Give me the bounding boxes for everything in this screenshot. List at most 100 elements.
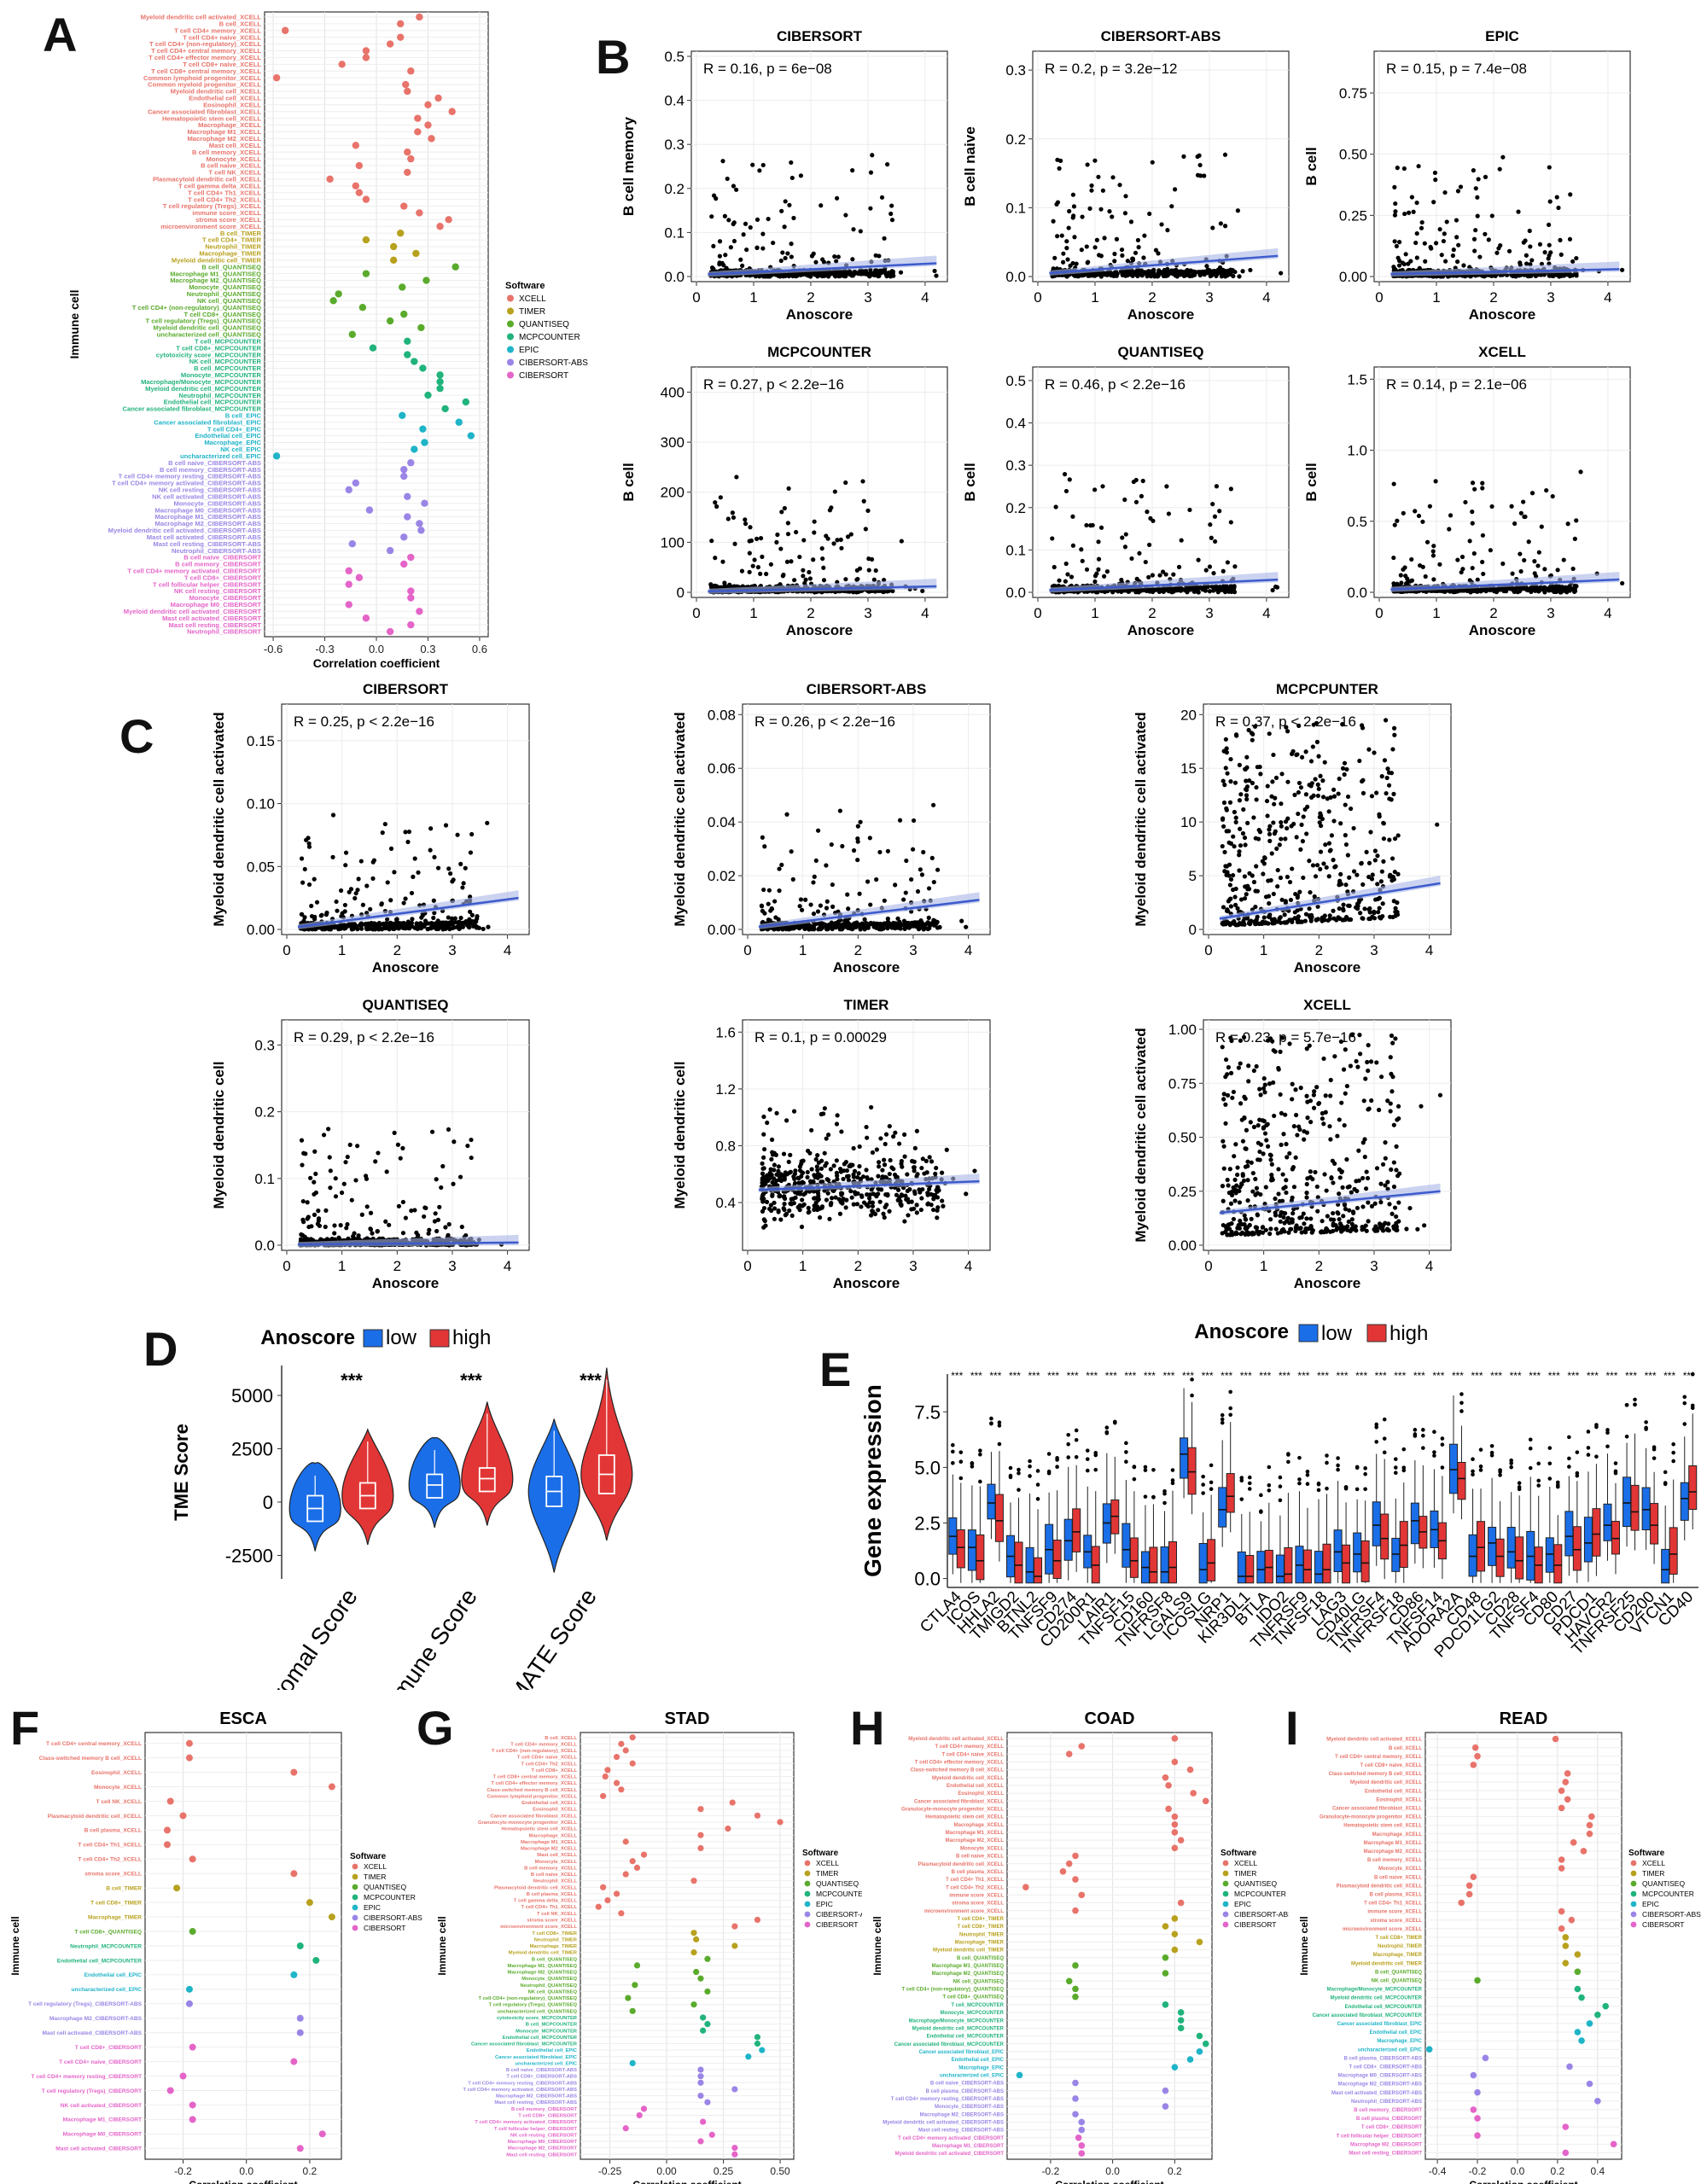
data-point (1475, 195, 1480, 200)
data-point (1342, 760, 1348, 766)
row-label: T cell_MCPCOUNTER (195, 337, 262, 345)
data-point (1471, 236, 1477, 242)
correlation-point (397, 33, 405, 41)
data-point (1329, 833, 1334, 838)
y-tick-label: 0.04 (708, 814, 736, 830)
data-point (1472, 248, 1477, 253)
data-point (1267, 900, 1272, 906)
data-point (931, 879, 936, 885)
data-point (460, 885, 465, 890)
row-label: Endothelial cell_MCPCOUNTER (164, 399, 262, 406)
data-point (1123, 532, 1128, 537)
data-point (863, 268, 869, 274)
x-tick-label: 3 (1547, 605, 1554, 621)
data-point (840, 843, 845, 849)
correlation-point (335, 290, 342, 298)
legend-swatch (507, 371, 514, 379)
data-point (1522, 557, 1527, 563)
data-point (1230, 872, 1236, 878)
data-point (342, 902, 347, 908)
data-point (342, 909, 347, 914)
data-point (364, 927, 370, 932)
y-tick-label: 15 (1180, 760, 1197, 777)
data-point (1181, 154, 1186, 159)
data-point (1489, 504, 1494, 510)
data-point (432, 854, 437, 859)
data-point (1110, 271, 1116, 277)
data-point (1475, 577, 1480, 582)
row-label: T cell CD4+ naive_XCELL (183, 33, 261, 41)
data-point (885, 848, 890, 853)
data-point (1439, 253, 1444, 258)
data-point (1572, 583, 1577, 588)
y-tick-label: 0.05 (247, 859, 275, 875)
data-point (929, 855, 935, 860)
data-point (845, 892, 850, 897)
data-point (1392, 213, 1398, 218)
data-point (1299, 822, 1304, 827)
data-point (824, 906, 830, 911)
data-point (455, 832, 460, 837)
data-point (1458, 184, 1464, 189)
data-point (916, 927, 922, 932)
data-point (881, 926, 886, 931)
x-tick-label: 0 (692, 289, 700, 306)
data-point (1136, 245, 1141, 250)
data-point (932, 268, 937, 274)
data-point (1197, 162, 1203, 168)
data-point (1486, 237, 1491, 242)
data-point (1462, 274, 1468, 279)
data-point (786, 486, 791, 491)
data-point (1471, 550, 1477, 556)
data-point (1221, 778, 1226, 783)
data-point (1133, 499, 1139, 504)
data-point (812, 530, 817, 535)
data-point (368, 906, 373, 911)
data-point (1432, 170, 1438, 176)
correlation-point (407, 587, 415, 595)
correlation-point (421, 439, 428, 446)
data-point (714, 196, 719, 201)
data-point (1232, 809, 1237, 815)
data-point (1070, 215, 1075, 220)
data-point (353, 891, 358, 896)
data-point (1578, 469, 1583, 475)
data-point (762, 911, 767, 916)
data-point (1366, 874, 1372, 880)
data-point (864, 921, 869, 926)
data-point (764, 571, 769, 577)
plot-frame (1373, 50, 1631, 282)
data-point (722, 213, 727, 218)
data-point (1302, 807, 1308, 812)
row-label: Mast cell resting_CIBERSORT (169, 621, 262, 629)
data-point (1196, 557, 1201, 562)
y-tick-label: 0.4 (1005, 416, 1026, 432)
data-point (863, 527, 868, 532)
data-point (1187, 507, 1192, 513)
data-point (1471, 168, 1476, 173)
data-point (1217, 509, 1222, 514)
x-tick-label: 1 (749, 605, 757, 621)
data-point (1547, 242, 1552, 248)
data-point (910, 847, 916, 852)
y-tick-label: 0.3 (1005, 62, 1026, 79)
data-point (1345, 853, 1350, 858)
data-point (882, 922, 887, 927)
data-point (798, 897, 804, 902)
row-label: B cell naive_XCELL (201, 162, 261, 170)
data-point (842, 924, 847, 929)
data-point (1135, 237, 1141, 243)
data-point (837, 808, 842, 813)
data-point (468, 850, 474, 855)
row-label: Cancer associated fibroblast_EPIC (154, 418, 261, 426)
data-point (848, 926, 853, 931)
data-point (385, 880, 390, 885)
row-label: NK cell_EPIC (220, 446, 261, 453)
data-point (1427, 504, 1432, 509)
chart-title: EPIC (1485, 28, 1519, 44)
data-point (1402, 211, 1407, 217)
data-point (1430, 553, 1436, 558)
data-point (1470, 565, 1475, 571)
